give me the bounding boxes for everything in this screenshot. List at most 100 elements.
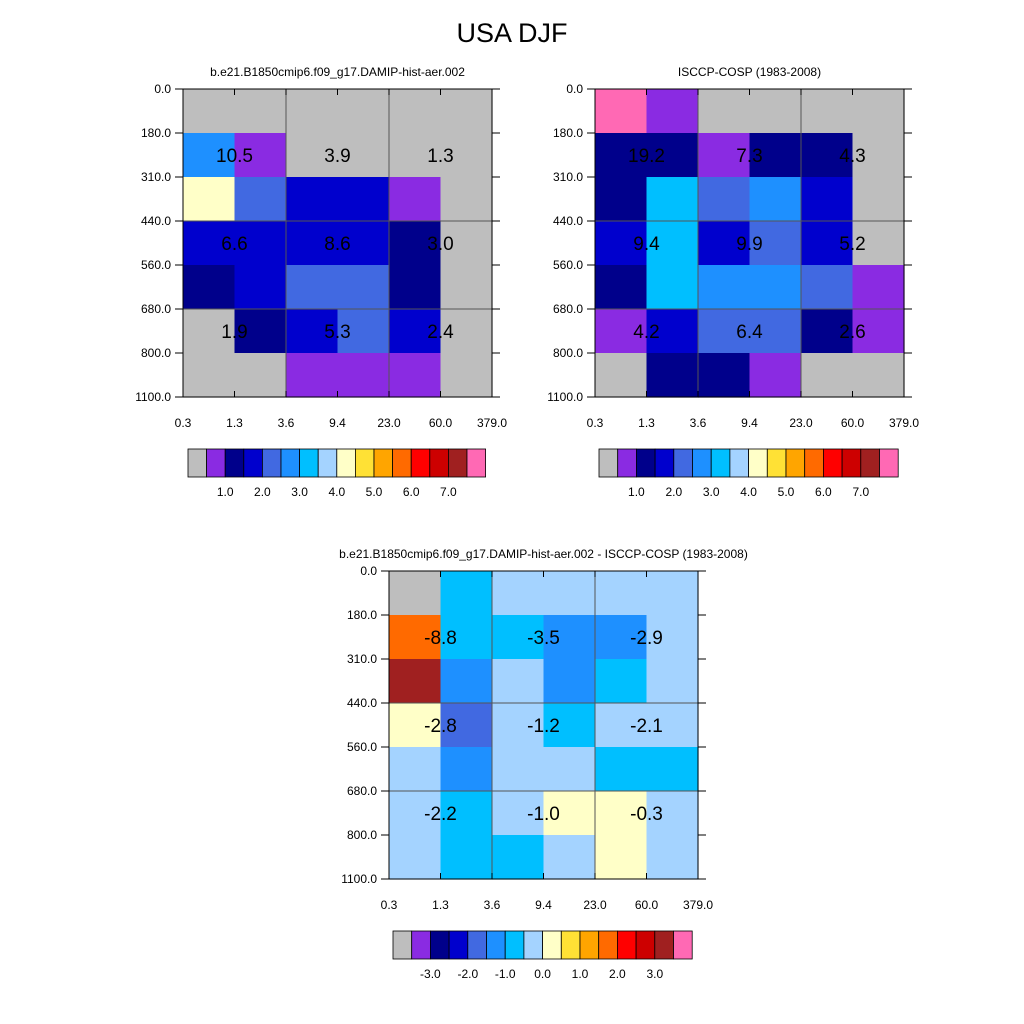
- heatmap-cell: [286, 133, 339, 178]
- heatmap-cell: [440, 353, 493, 398]
- colorbar-box: [373, 448, 394, 478]
- y-tick-label: 440.0: [553, 214, 583, 228]
- heatmap-cell: [183, 309, 236, 354]
- x-tick-label: 23.0: [583, 898, 607, 912]
- heatmap-cell: [543, 791, 596, 836]
- y-tick-label: 680.0: [141, 302, 171, 316]
- heatmap-cell: [389, 221, 442, 266]
- colorbar-box: [598, 448, 619, 478]
- colorbar-tick-label: 3.0: [703, 485, 720, 499]
- colorbar-box: [429, 930, 450, 960]
- y-tick-label: 560.0: [141, 258, 171, 272]
- heatmap-cell: [337, 265, 390, 310]
- heatmap-cell: [389, 791, 442, 836]
- y-tick-label: 800.0: [347, 828, 377, 842]
- colorbar-tick-label: 3.0: [291, 485, 308, 499]
- x-tick-label: 1.3: [638, 416, 655, 430]
- x-tick-label: 60.0: [841, 416, 865, 430]
- heatmap-panel-3: b.e21.B1850cmip6.f09_g17.DAMIP-hist-aer.…: [339, 547, 748, 981]
- colorbar-box: [579, 930, 600, 960]
- y-tick-label: 560.0: [347, 740, 377, 754]
- heatmap-cell: [440, 133, 493, 178]
- x-tick-label: 1.3: [226, 416, 243, 430]
- heatmap-cell: [801, 177, 854, 222]
- cell-value-label: -0.3: [630, 804, 663, 825]
- heatmap-cell: [749, 89, 802, 134]
- heatmap-cell: [286, 221, 339, 266]
- cell-value-label: -1.2: [527, 716, 560, 737]
- heatmap-cell: [389, 659, 442, 704]
- heatmap-cell: [389, 353, 442, 398]
- heatmap-cell: [646, 703, 699, 748]
- heatmap-cell: [440, 177, 493, 222]
- cell-value-label: 3.9: [324, 146, 350, 167]
- colorbar-tick-label: 2.0: [609, 967, 626, 981]
- heatmap-cell: [440, 89, 493, 134]
- heatmap-cell: [801, 309, 854, 354]
- heatmap-cell: [698, 353, 751, 398]
- heatmap-cell: [801, 221, 854, 266]
- heatmap-cell: [440, 835, 493, 880]
- heatmap-cell: [440, 703, 493, 748]
- colorbar-box: [336, 448, 356, 478]
- heatmap-cell: [852, 177, 905, 222]
- cell-value-label: -1.0: [527, 804, 560, 825]
- x-tick-label: 9.4: [329, 416, 346, 430]
- x-tick-label: 9.4: [741, 416, 758, 430]
- heatmap-cell: [440, 309, 493, 354]
- x-tick-label: 0.3: [381, 898, 398, 912]
- colorbar-tick-label: 2.0: [254, 485, 271, 499]
- heatmap-cell: [595, 571, 648, 616]
- colorbar-box: [299, 448, 319, 478]
- y-tick-label: 180.0: [141, 126, 171, 140]
- heatmap-cell: [646, 89, 699, 134]
- cell-value-label: 2.4: [427, 322, 454, 343]
- heatmap-cell: [389, 571, 442, 616]
- y-tick-label: 680.0: [347, 784, 377, 798]
- cell-value-label: -8.8: [424, 628, 457, 649]
- heatmap-cell: [492, 791, 545, 836]
- colorbar-box: [317, 448, 338, 478]
- heatmap-cell: [183, 177, 236, 222]
- heatmap-panel-1: b.e21.B1850cmip6.f09_g17.DAMIP-hist-aer.…: [135, 65, 507, 499]
- colorbar-box: [429, 448, 449, 478]
- heatmap-cell: [595, 177, 648, 222]
- colorbar-box: [598, 930, 618, 960]
- colorbar-tick-label: 1.0: [628, 485, 645, 499]
- y-tick-label: 310.0: [553, 170, 583, 184]
- x-tick-label: 1.3: [432, 898, 449, 912]
- colorbar-tick-label: 5.0: [778, 485, 795, 499]
- colorbar-box: [879, 448, 899, 478]
- colorbar-box: [224, 448, 245, 478]
- colorbar-box: [841, 448, 862, 478]
- heatmap-cell: [492, 659, 545, 704]
- heatmap-cell: [543, 659, 596, 704]
- heatmap-cell: [183, 353, 236, 398]
- colorbar-tick-label: -1.0: [495, 967, 516, 981]
- heatmap-cell: [852, 265, 905, 310]
- heatmap-cell: [852, 89, 905, 134]
- heatmap-cell: [698, 309, 751, 354]
- heatmap-cell: [337, 133, 390, 178]
- y-tick-label: 0.0: [360, 564, 377, 578]
- y-tick-label: 800.0: [141, 346, 171, 360]
- y-tick-label: 0.0: [154, 82, 171, 96]
- colorbar-box: [411, 930, 431, 960]
- heatmap-cell: [389, 265, 442, 310]
- heatmap-cell: [646, 659, 699, 704]
- heatmap-cell: [646, 265, 699, 310]
- colorbar-box: [448, 930, 469, 960]
- heatmap-cell: [440, 571, 493, 616]
- y-tick-label: 1100.0: [135, 390, 171, 404]
- heatmap-cell: [440, 615, 493, 660]
- heatmap-cell: [595, 791, 648, 836]
- heatmap-cell: [595, 703, 648, 748]
- heatmap-cell: [389, 615, 442, 660]
- x-tick-label: 60.0: [635, 898, 659, 912]
- heatmap-cell: [852, 309, 905, 354]
- x-tick-label: 23.0: [789, 416, 813, 430]
- cell-value-label: 1.9: [221, 322, 247, 343]
- colorbar-tick-label: 6.0: [815, 485, 832, 499]
